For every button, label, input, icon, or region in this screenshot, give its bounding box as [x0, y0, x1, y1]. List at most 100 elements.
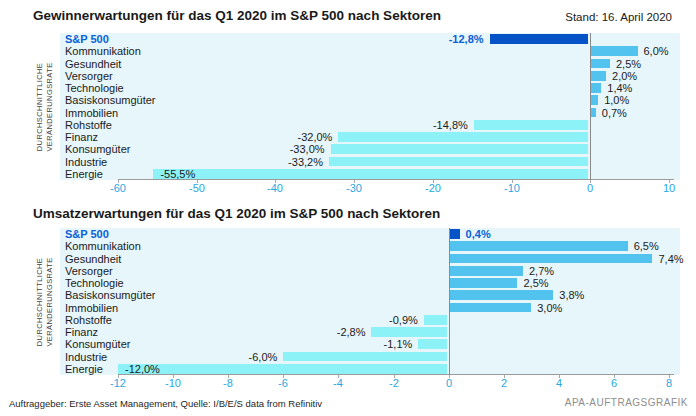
- value-label: 0,4%: [466, 228, 491, 240]
- value-label: -14,8%: [433, 119, 468, 131]
- tick-label: -4: [333, 377, 343, 389]
- tick-label: 10: [663, 182, 675, 194]
- plot-area: S&P 500-12,8%Kommunikation6,0%Gesundheit…: [60, 33, 680, 180]
- category-label: Rohstoffe: [65, 314, 112, 326]
- category-label: Versorger: [65, 265, 113, 277]
- value-label: 1,4%: [607, 82, 632, 94]
- category-label: Industrie: [65, 351, 107, 363]
- value-label: -12,8%: [449, 33, 484, 45]
- value-label: -2,8%: [337, 326, 366, 338]
- bar: [450, 278, 518, 288]
- category-label: Finanz: [65, 131, 98, 143]
- infographic-page: Gewinnerwartungen für das Q1 2020 im S&P…: [0, 0, 696, 416]
- value-label: 6,5%: [634, 240, 659, 252]
- bar: [424, 315, 447, 325]
- value-label: 2,5%: [523, 277, 548, 289]
- chart-umsatzerwartungen: DURCHSCHNITTLICHE VERÄNDERUNGSRATE S&P 5…: [0, 228, 696, 393]
- tick-label: 8: [666, 377, 672, 389]
- bar: [591, 83, 601, 93]
- category-label: Technologie: [65, 277, 124, 289]
- bar: [591, 59, 610, 69]
- value-label: 1,0%: [604, 94, 629, 106]
- category-label: Gesundheit: [65, 58, 121, 70]
- value-label: -1,1%: [384, 338, 413, 350]
- bar: [474, 120, 588, 130]
- value-label: 6,0%: [644, 45, 669, 57]
- tick-label: -6: [278, 377, 288, 389]
- commissioner-source-note: Auftraggeber: Erste Asset Management, Qu…: [9, 398, 322, 409]
- chart-gewinnerwartungen: DURCHSCHNITTLICHE VERÄNDERUNGSRATE S&P 5…: [0, 33, 696, 198]
- value-label: -55,5%: [160, 168, 195, 180]
- value-label: -33,0%: [290, 143, 325, 155]
- category-label: Konsumgüter: [65, 338, 130, 350]
- category-label: Immobilien: [65, 107, 118, 119]
- tick-label: -60: [110, 182, 126, 194]
- chart1-title: Gewinnerwartungen für das Q1 2020 im S&P…: [33, 8, 441, 23]
- value-label: 2,7%: [529, 265, 554, 277]
- bar: [591, 71, 606, 81]
- category-label: Kommunikation: [65, 240, 141, 252]
- category-label: S&P 500: [65, 228, 109, 240]
- category-label: Rohstoffe: [65, 119, 112, 131]
- tick-label: -50: [189, 182, 205, 194]
- category-label: Konsumgüter: [65, 143, 130, 155]
- tick-label: -10: [504, 182, 520, 194]
- tick-label: 0: [587, 182, 593, 194]
- bar: [591, 95, 598, 105]
- tick-label: -12: [110, 377, 126, 389]
- value-label: -6,0%: [249, 351, 278, 363]
- category-label: Technologie: [65, 82, 124, 94]
- tick-label: -30: [346, 182, 362, 194]
- bar: [450, 290, 554, 300]
- tick-label: -40: [267, 182, 283, 194]
- x-axis: -60 -50 -40 -30 -20 -10 0 10: [60, 180, 680, 196]
- tick-label: 4: [556, 377, 562, 389]
- bar: [450, 241, 628, 251]
- bar: [338, 132, 588, 142]
- tick-label: 6: [611, 377, 617, 389]
- bar: [591, 46, 637, 56]
- tick-label: -8: [223, 377, 233, 389]
- category-label: Finanz: [65, 326, 98, 338]
- bar: [329, 157, 588, 167]
- bar: [153, 169, 588, 179]
- category-label: Industrie: [65, 156, 107, 168]
- category-label: Basiskonsumgüter: [65, 94, 156, 106]
- tick-label: -2: [389, 377, 399, 389]
- plot-area: S&P 500 0,4% Kommunikation 6,5% Gesundheit 7,…: [60, 228, 680, 375]
- y-axis-label: DURCHSCHNITTLICHE VERÄNDERUNGSRATE: [35, 229, 59, 376]
- value-label: -12,0%: [125, 363, 160, 375]
- category-label: Energie: [65, 363, 103, 375]
- value-label: -0,9%: [389, 314, 418, 326]
- value-label: 2,5%: [616, 58, 641, 70]
- bar: [283, 352, 446, 362]
- apa-credit: APA-AUFTRAGSGRAFIK: [565, 397, 688, 408]
- bar: [450, 266, 523, 276]
- category-label: Basiskonsumgüter: [65, 289, 156, 301]
- bar: [450, 303, 532, 313]
- bar: [591, 108, 596, 118]
- tick-label: -10: [165, 377, 181, 389]
- bar: [371, 327, 446, 337]
- bar: [331, 144, 589, 154]
- tick-label: 2: [501, 377, 507, 389]
- value-label: 2,0%: [612, 70, 637, 82]
- category-label: Versorger: [65, 70, 113, 82]
- bar: [490, 34, 589, 44]
- date-stamp: Stand: 16. April 2020: [565, 11, 672, 23]
- bar: [118, 364, 447, 374]
- category-label: S&P 500: [65, 33, 109, 45]
- value-label: 7,4%: [658, 253, 683, 265]
- x-axis-line: [118, 374, 674, 375]
- bar: [450, 254, 653, 264]
- x-axis: -12 -10 -8 -6 -4 -2 0 2 4 6 8: [60, 375, 680, 391]
- value-label: -32,0%: [298, 131, 333, 143]
- y-axis-label: DURCHSCHNITTLICHE VERÄNDERUNGSRATE: [35, 34, 59, 181]
- category-label: Energie: [65, 168, 103, 180]
- value-label: -33,2%: [288, 156, 323, 168]
- chart2-title: Umsatzerwartungen für das Q1 2020 im S&P…: [33, 206, 440, 221]
- tick-label: -20: [425, 182, 441, 194]
- bar: [450, 229, 460, 239]
- tick-label: 0: [446, 377, 452, 389]
- category-label: Gesundheit: [65, 253, 121, 265]
